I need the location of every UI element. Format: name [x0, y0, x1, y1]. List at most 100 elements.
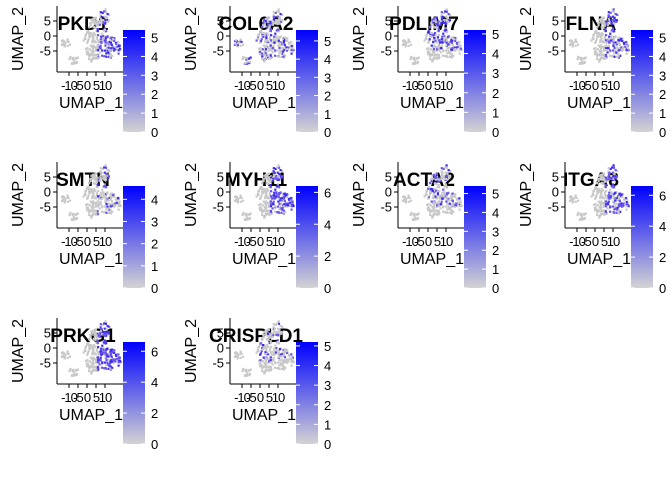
colorbar-tick-label: 2	[659, 250, 666, 265]
cell-point	[96, 49, 99, 52]
cell-point	[259, 343, 262, 346]
cell-point	[608, 177, 612, 180]
cell-point	[290, 47, 293, 50]
y-tick-label: 5	[385, 14, 392, 29]
cell-point	[105, 22, 108, 25]
cell-point	[92, 212, 95, 215]
cell-point	[290, 49, 293, 52]
cell-point	[73, 218, 76, 221]
cell-points	[568, 8, 630, 65]
cell-point	[626, 47, 630, 50]
cell-points	[568, 164, 630, 221]
cell-point	[104, 322, 108, 325]
cell-point	[268, 369, 271, 372]
cell-point	[286, 195, 289, 198]
cell-point	[277, 10, 281, 13]
cell-point	[277, 340, 280, 343]
cell-point	[280, 211, 284, 214]
cell-point	[276, 322, 279, 325]
cell-point	[458, 41, 461, 44]
cell-point	[102, 348, 105, 351]
y-tick-label: -5	[380, 44, 392, 59]
cell-point	[438, 190, 441, 193]
x-tick-label: 5	[266, 234, 273, 249]
cell-point	[449, 40, 452, 43]
cell-point	[89, 188, 92, 191]
cell-point	[104, 28, 107, 31]
y-axis-label: UMAP_2	[518, 7, 535, 71]
cell-point	[119, 49, 122, 52]
cell-point	[277, 320, 280, 323]
x-axis-label: UMAP_1	[567, 251, 631, 268]
cell-point	[277, 44, 280, 47]
cell-point	[72, 214, 75, 217]
cell-point	[273, 54, 277, 57]
cell-point	[596, 52, 599, 55]
cell-point	[598, 177, 601, 180]
cell-point	[99, 330, 102, 333]
cell-point	[290, 357, 293, 360]
cell-point	[263, 33, 266, 37]
cell-point	[445, 195, 448, 198]
cell-point	[597, 191, 600, 194]
cell-point	[96, 340, 99, 343]
cell-point	[450, 209, 453, 212]
cell-point	[432, 204, 435, 207]
cell-point	[276, 177, 280, 180]
cell-point	[239, 196, 242, 199]
cell-point	[110, 195, 113, 198]
cell-point	[71, 62, 74, 65]
cell-point	[402, 42, 406, 46]
x-axis-label: UMAP_1	[400, 251, 464, 268]
cell-point	[600, 212, 603, 215]
cell-point	[608, 197, 611, 200]
cell-point	[259, 31, 262, 34]
cell-point	[107, 331, 111, 334]
cell-point	[579, 213, 582, 216]
cell-point	[435, 26, 438, 29]
cell-point	[275, 333, 278, 336]
cell-point	[73, 217, 76, 220]
cell-point	[437, 184, 440, 187]
cell-point	[277, 20, 280, 23]
cell-point	[625, 205, 628, 208]
cell-point	[236, 201, 239, 204]
y-tick-label: 5	[552, 14, 559, 29]
cell-point	[110, 359, 113, 362]
cell-point	[576, 213, 579, 217]
cell-point	[444, 49, 448, 52]
cell-point	[104, 164, 107, 167]
cell-point	[442, 11, 445, 14]
cell-point	[107, 51, 110, 54]
cell-point	[614, 175, 617, 178]
cell-point	[609, 188, 612, 191]
cell-point	[101, 188, 104, 191]
cell-point	[615, 51, 618, 54]
cell-point	[601, 53, 604, 56]
cell-point	[257, 33, 260, 36]
cell-point	[605, 197, 609, 200]
x-tick-label: 0	[84, 234, 91, 249]
cell-point	[248, 61, 252, 64]
cell-point	[458, 47, 461, 50]
cell-point	[272, 19, 275, 22]
cell-point	[430, 44, 433, 47]
cell-point	[618, 39, 621, 42]
cell-point	[617, 41, 620, 44]
cell-point	[93, 353, 96, 356]
cell-point	[594, 53, 597, 56]
cell-point	[118, 359, 122, 362]
cell-point	[450, 49, 453, 52]
cell-point	[105, 208, 108, 211]
cell-point	[259, 30, 262, 33]
y-tick-label: 0	[385, 29, 392, 44]
cell-point	[96, 39, 99, 42]
cell-point	[100, 41, 103, 44]
cell-point	[283, 351, 286, 354]
cell-point	[606, 51, 609, 54]
cell-point	[274, 49, 277, 52]
cell-point	[603, 185, 606, 189]
cell-point	[443, 36, 446, 39]
cell-point	[280, 19, 284, 22]
x-tick-label: 5	[601, 234, 608, 249]
